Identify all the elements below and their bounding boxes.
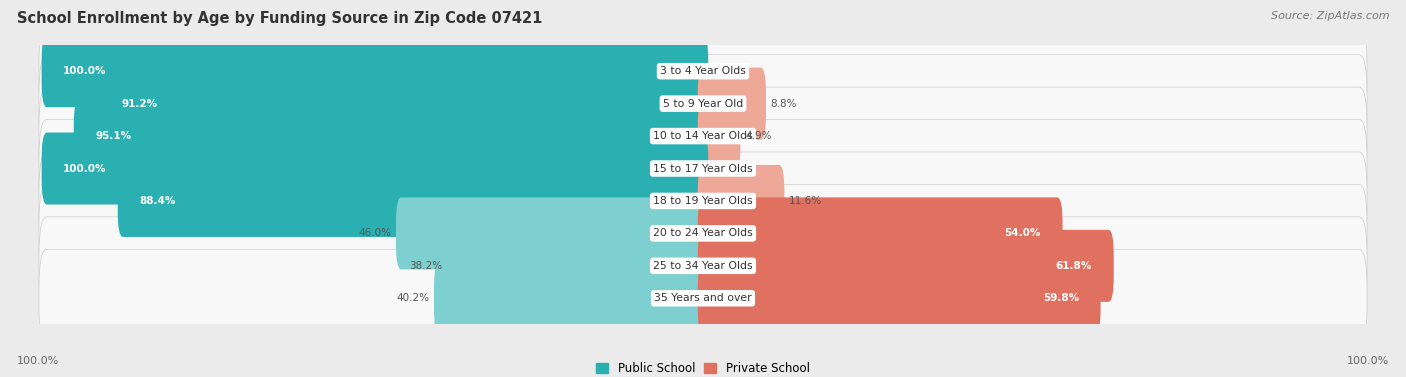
FancyBboxPatch shape xyxy=(118,165,709,237)
FancyBboxPatch shape xyxy=(39,55,1367,153)
FancyBboxPatch shape xyxy=(697,100,741,172)
FancyBboxPatch shape xyxy=(697,230,1114,302)
Text: 20 to 24 Year Olds: 20 to 24 Year Olds xyxy=(654,228,752,238)
FancyBboxPatch shape xyxy=(434,262,709,334)
Text: 38.2%: 38.2% xyxy=(409,261,443,271)
FancyBboxPatch shape xyxy=(697,165,785,237)
Text: 59.8%: 59.8% xyxy=(1043,293,1078,303)
FancyBboxPatch shape xyxy=(39,87,1367,185)
FancyBboxPatch shape xyxy=(447,230,709,302)
FancyBboxPatch shape xyxy=(697,198,1063,270)
Text: 88.4%: 88.4% xyxy=(139,196,176,206)
FancyBboxPatch shape xyxy=(39,120,1367,218)
Text: 100.0%: 100.0% xyxy=(63,164,107,173)
Text: 40.2%: 40.2% xyxy=(396,293,429,303)
Text: 10 to 14 Year Olds: 10 to 14 Year Olds xyxy=(654,131,752,141)
Text: 100.0%: 100.0% xyxy=(1347,356,1389,366)
Text: 95.1%: 95.1% xyxy=(96,131,132,141)
Text: 5 to 9 Year Old: 5 to 9 Year Old xyxy=(662,99,744,109)
FancyBboxPatch shape xyxy=(39,217,1367,315)
Text: 25 to 34 Year Olds: 25 to 34 Year Olds xyxy=(654,261,752,271)
Text: 54.0%: 54.0% xyxy=(1004,228,1040,238)
FancyBboxPatch shape xyxy=(42,132,709,204)
Legend: Public School, Private School: Public School, Private School xyxy=(592,357,814,377)
Text: School Enrollment by Age by Funding Source in Zip Code 07421: School Enrollment by Age by Funding Sour… xyxy=(17,11,543,26)
FancyBboxPatch shape xyxy=(42,35,709,107)
FancyBboxPatch shape xyxy=(39,152,1367,250)
Text: 8.8%: 8.8% xyxy=(770,99,797,109)
Text: 100.0%: 100.0% xyxy=(63,66,107,76)
Text: 11.6%: 11.6% xyxy=(789,196,823,206)
Text: 61.8%: 61.8% xyxy=(1056,261,1092,271)
FancyBboxPatch shape xyxy=(73,100,709,172)
Text: 46.0%: 46.0% xyxy=(359,228,391,238)
FancyBboxPatch shape xyxy=(396,198,709,270)
FancyBboxPatch shape xyxy=(697,262,1101,334)
Text: 100.0%: 100.0% xyxy=(17,356,59,366)
Text: 91.2%: 91.2% xyxy=(121,99,157,109)
FancyBboxPatch shape xyxy=(697,67,766,139)
FancyBboxPatch shape xyxy=(39,22,1367,120)
Text: Source: ZipAtlas.com: Source: ZipAtlas.com xyxy=(1271,11,1389,21)
Text: 35 Years and over: 35 Years and over xyxy=(654,293,752,303)
Text: 18 to 19 Year Olds: 18 to 19 Year Olds xyxy=(654,196,752,206)
Text: 15 to 17 Year Olds: 15 to 17 Year Olds xyxy=(654,164,752,173)
FancyBboxPatch shape xyxy=(100,67,709,139)
Text: 4.9%: 4.9% xyxy=(745,131,772,141)
FancyBboxPatch shape xyxy=(39,184,1367,282)
FancyBboxPatch shape xyxy=(39,249,1367,347)
Text: 3 to 4 Year Olds: 3 to 4 Year Olds xyxy=(659,66,747,76)
